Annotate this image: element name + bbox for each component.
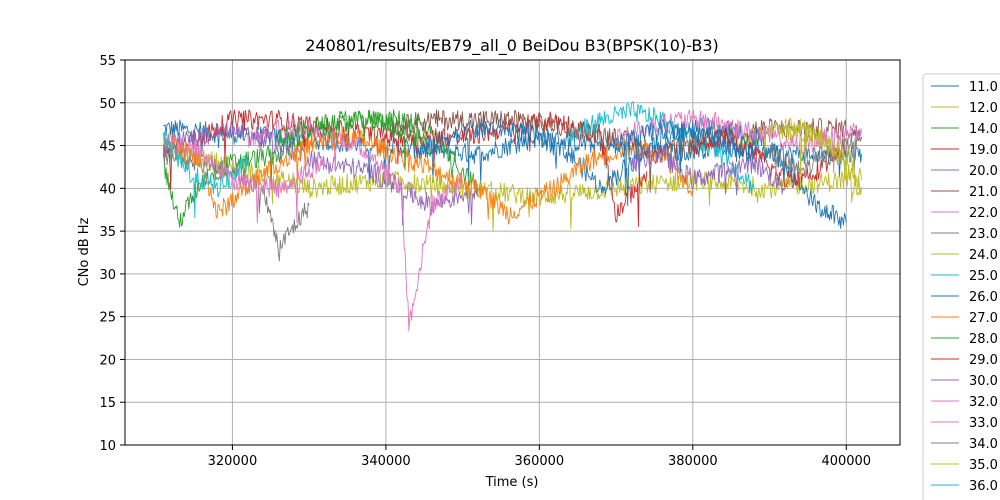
plot-frame xyxy=(124,59,901,446)
y-tick-label: 55 xyxy=(99,54,116,69)
legend-label: 12.0 xyxy=(969,101,998,116)
legend-label: 29.0 xyxy=(969,353,998,368)
series-line-32.0 xyxy=(163,134,325,224)
y-tick-label: 50 xyxy=(99,97,116,112)
x-tick-label: 400000 xyxy=(821,454,871,469)
legend-label: 32.0 xyxy=(969,395,998,410)
y-tick-label: 10 xyxy=(99,439,116,454)
legend-label: 19.0 xyxy=(969,143,998,158)
series-line-34.0 xyxy=(769,130,862,178)
x-tick-label: 360000 xyxy=(515,454,565,469)
legend-frame xyxy=(922,73,1000,500)
y-tick-label: 40 xyxy=(99,182,116,197)
legend-label: 34.0 xyxy=(969,437,998,452)
series-line-25.0 xyxy=(569,101,755,195)
series-line-20.0 xyxy=(162,119,479,226)
legend-label: 26.0 xyxy=(969,290,998,305)
series-line-19.0 xyxy=(162,109,648,227)
legend-label: 11.0 xyxy=(969,80,998,95)
x-axis-label: Time (s) xyxy=(485,475,539,490)
series-line-30.0 xyxy=(630,145,786,196)
legend-label: 27.0 xyxy=(969,311,998,326)
y-tick-label: 35 xyxy=(99,225,116,240)
x-axis: 320000 340000 360000 380000 400000 xyxy=(208,445,871,469)
legend-label: 28.0 xyxy=(969,332,998,347)
y-tick-label: 20 xyxy=(99,353,116,368)
y-axis-label: CNo dB Hz xyxy=(77,217,92,286)
legend-label: 21.0 xyxy=(969,185,998,200)
x-tick-label: 340000 xyxy=(361,454,411,469)
series-line-22.0 xyxy=(247,118,464,332)
series-line-27.0 xyxy=(162,128,694,225)
series-line-36.0 xyxy=(162,131,249,219)
series-line-12.0 xyxy=(162,138,863,232)
legend-label: 30.0 xyxy=(969,374,998,389)
legend-label: 14.0 xyxy=(969,122,998,137)
series-line-26.0 xyxy=(416,117,847,229)
series-line-28.0 xyxy=(278,109,433,171)
legend-label: 20.0 xyxy=(969,164,998,179)
y-tick-label: 30 xyxy=(99,268,116,283)
legend-label: 24.0 xyxy=(969,248,998,263)
legend-label: 23.0 xyxy=(969,227,998,242)
legend-label: 36.0 xyxy=(969,479,998,494)
x-tick-label: 380000 xyxy=(668,454,718,469)
series-line-35.0 xyxy=(784,118,863,181)
legend-label: 35.0 xyxy=(969,458,998,473)
legend-label: 22.0 xyxy=(969,206,998,221)
y-axis: 10 15 20 25 30 35 40 45 50 55 xyxy=(99,54,125,454)
legend-label: 33.0 xyxy=(969,416,998,431)
legend-label: 25.0 xyxy=(969,269,998,284)
legend: 11.0 12.0 14.0 19.0 20.0 21.0 22.0 23.0 24.0 25.0… xyxy=(922,73,1000,500)
series-line-37.0 xyxy=(615,119,755,173)
series-layer xyxy=(162,101,863,332)
y-tick-label: 15 xyxy=(99,396,116,411)
y-tick-label: 45 xyxy=(99,140,116,155)
y-tick-label: 25 xyxy=(99,311,116,326)
x-tick-label: 320000 xyxy=(208,454,258,469)
chart-title: 240801/results/EB79_all_0 BeiDou B3(BPSK… xyxy=(305,36,719,56)
